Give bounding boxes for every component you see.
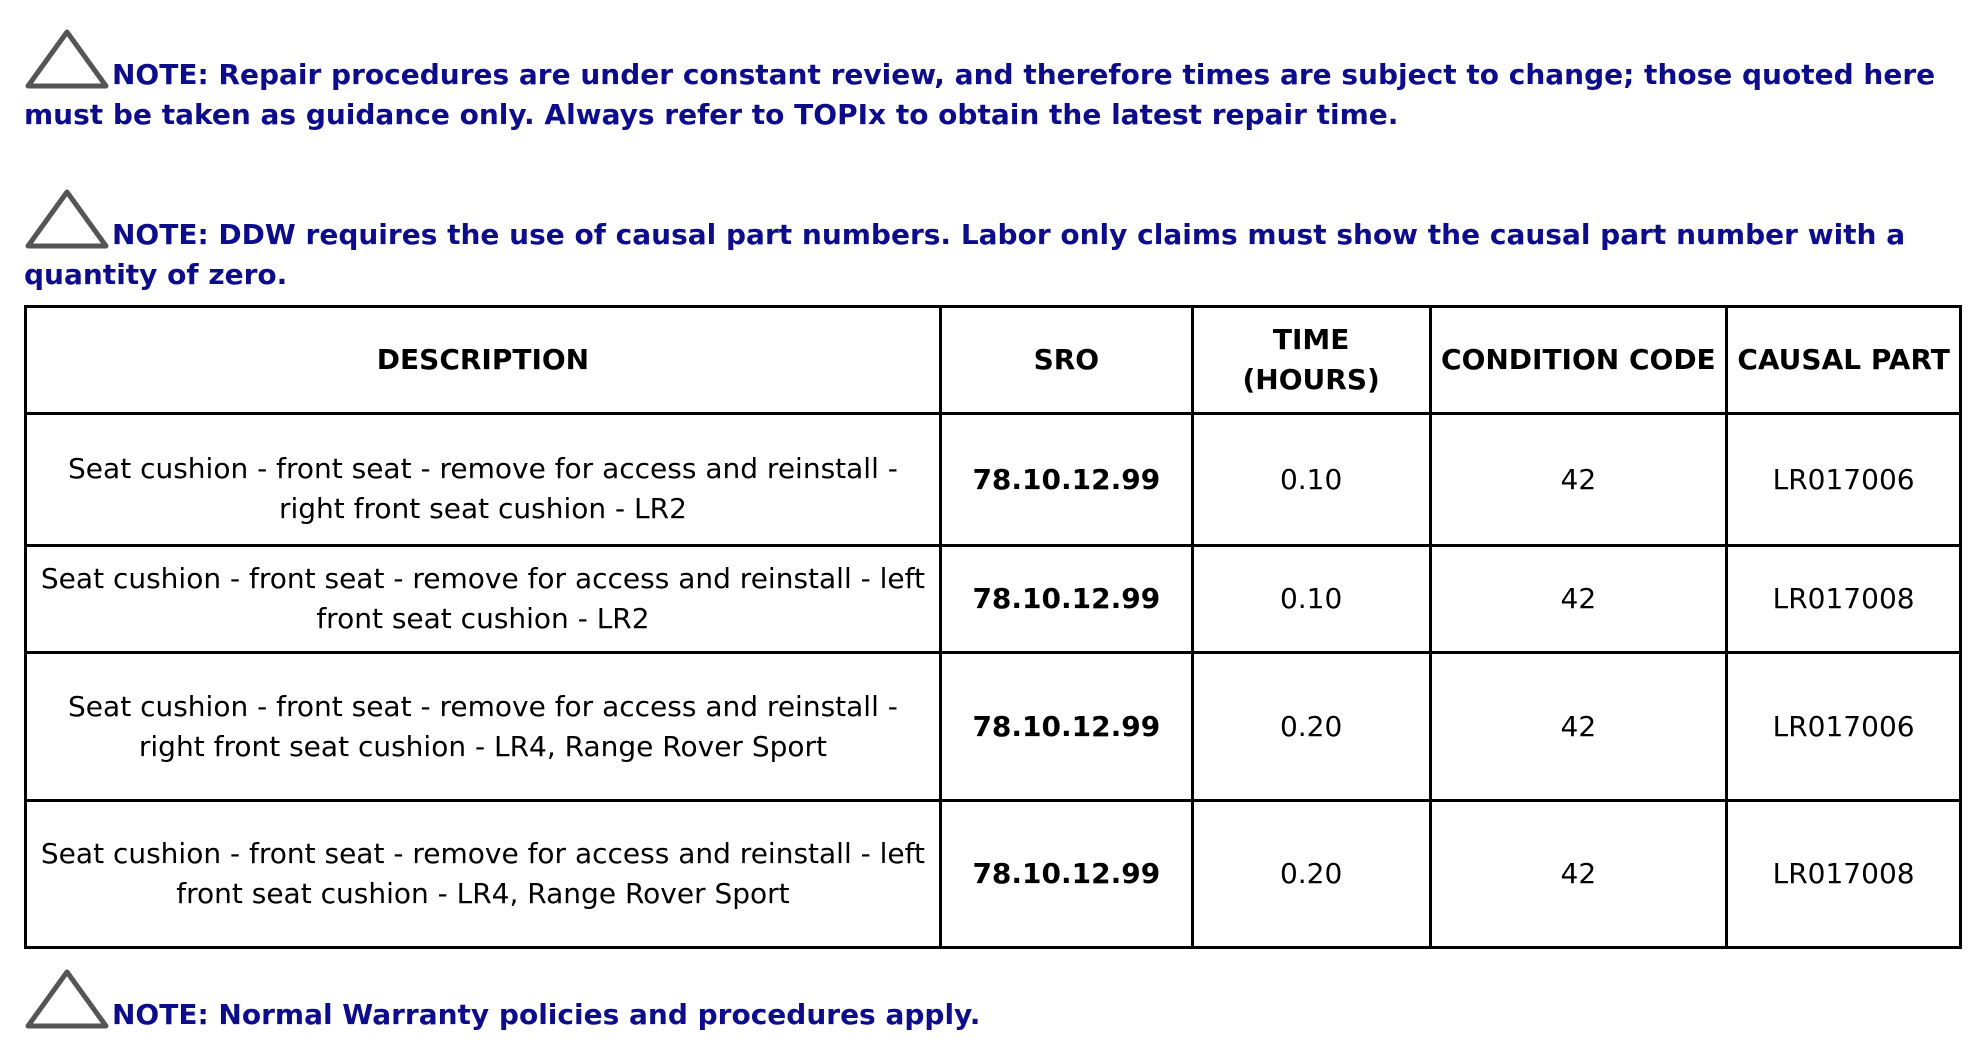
- cell-description: Seat cushion - front seat - remove for a…: [24, 651, 942, 802]
- warning-triangle-icon: [25, 29, 109, 89]
- repair-times-table: DESCRIPTION SRO TIME (HOURS) CONDITION C…: [24, 305, 1962, 949]
- cell-time: 0.20: [1190, 651, 1432, 802]
- cell-causal-part: LR017006: [1725, 412, 1962, 547]
- cell-sro: 78.10.12.99: [938, 651, 1194, 802]
- cell-time: 0.10: [1190, 412, 1432, 547]
- cell-condition-code: 42: [1428, 544, 1729, 654]
- cell-sro: 78.10.12.99: [938, 412, 1194, 547]
- cell-description: Seat cushion - front seat - remove for a…: [24, 799, 942, 949]
- cell-condition-code: 42: [1428, 412, 1729, 547]
- cell-time: 0.10: [1190, 544, 1432, 654]
- header-sro: SRO: [938, 305, 1194, 415]
- note-ddw: NOTE: DDW requires the use of causal par…: [24, 188, 1964, 295]
- cell-condition-code: 42: [1428, 651, 1729, 802]
- table-row: Seat cushion - front seat - remove for a…: [24, 412, 1962, 547]
- cell-condition-code: 42: [1428, 799, 1729, 949]
- cell-causal-part: LR017006: [1725, 651, 1962, 802]
- header-description: DESCRIPTION: [24, 305, 942, 415]
- header-causal-part: CAUSAL PART: [1725, 305, 1962, 415]
- cell-sro: 78.10.12.99: [938, 544, 1194, 654]
- cell-time: 0.20: [1190, 799, 1432, 949]
- note-text: NOTE: Repair procedures are under consta…: [24, 58, 1936, 131]
- warning-triangle-icon: [25, 189, 109, 249]
- cell-description: Seat cushion - front seat - remove for a…: [24, 412, 942, 547]
- table-row: Seat cushion - front seat - remove for a…: [24, 651, 1962, 802]
- note-text: NOTE: Normal Warranty policies and proce…: [112, 998, 981, 1031]
- note-text: NOTE: DDW requires the use of causal par…: [24, 218, 1906, 291]
- header-condition-code: CONDITION CODE: [1428, 305, 1729, 415]
- cell-description: Seat cushion - front seat - remove for a…: [24, 544, 942, 654]
- warning-triangle-icon: [25, 969, 109, 1029]
- cell-causal-part: LR017008: [1725, 799, 1962, 949]
- header-time: TIME (HOURS): [1190, 305, 1432, 415]
- note-repair-times: NOTE: Repair procedures are under consta…: [24, 28, 1964, 135]
- table-header-row: DESCRIPTION SRO TIME (HOURS) CONDITION C…: [24, 305, 1962, 415]
- note-warranty: NOTE: Normal Warranty policies and proce…: [24, 968, 1964, 1035]
- cell-causal-part: LR017008: [1725, 544, 1962, 654]
- table-row: Seat cushion - front seat - remove for a…: [24, 544, 1962, 654]
- cell-sro: 78.10.12.99: [938, 799, 1194, 949]
- table-row: Seat cushion - front seat - remove for a…: [24, 799, 1962, 949]
